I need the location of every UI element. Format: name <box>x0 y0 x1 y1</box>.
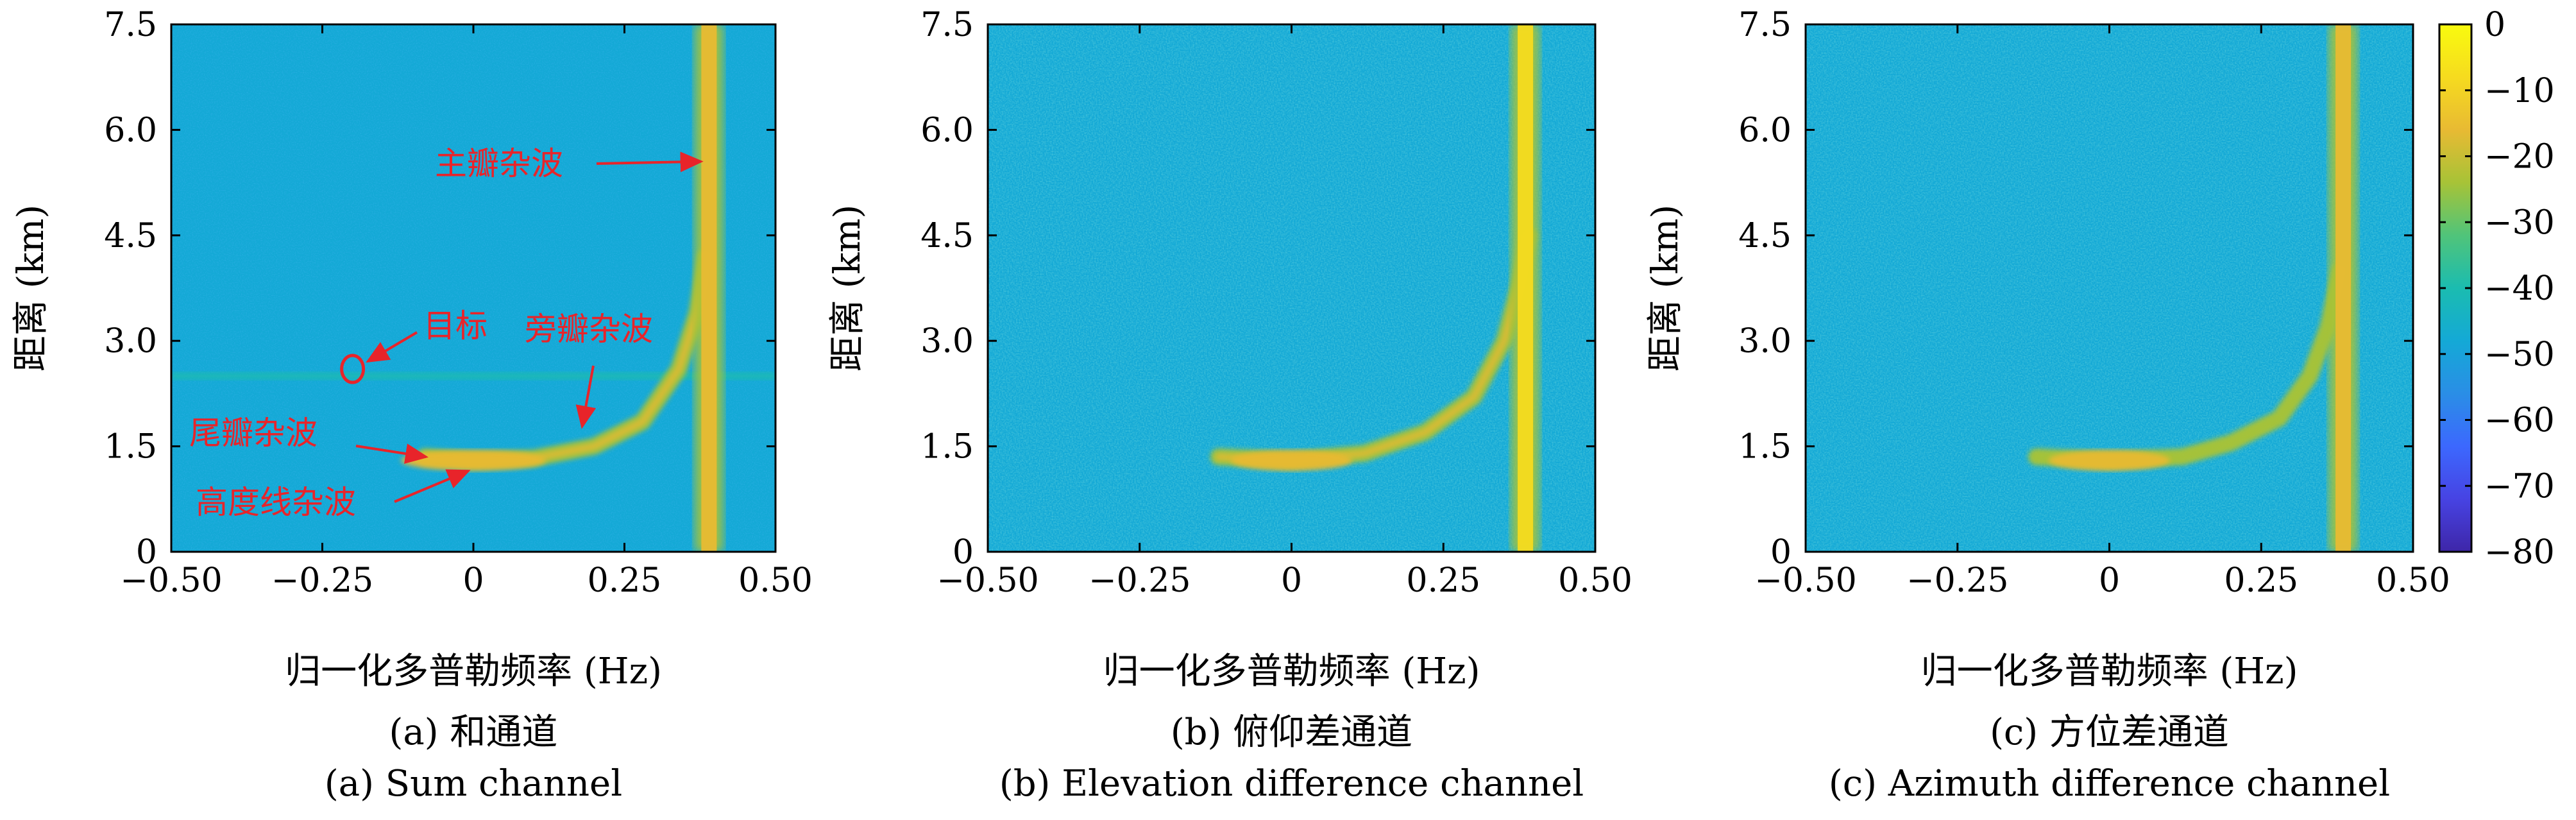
y-tick-label: 3.0 <box>104 322 157 361</box>
y-tick-label: 7.5 <box>920 6 974 44</box>
y-tick-label: 6.0 <box>920 111 974 149</box>
colorbar-tick-label: −60 <box>2484 402 2555 440</box>
y-tick-label: 3.0 <box>1738 322 1792 361</box>
x-tick-label: −0.25 <box>271 561 373 600</box>
heatmap-noise <box>171 24 775 552</box>
y-axis-label: 距离 (km) <box>1645 205 1686 372</box>
annotation-label: 主瓣杂波 <box>435 145 563 182</box>
caption-cn: (b) 俯仰差通道 <box>1171 712 1412 753</box>
annotation-arrow <box>355 443 429 464</box>
caption-en: (b) Elevation difference channel <box>999 763 1584 805</box>
heatmap-noise <box>988 24 1595 552</box>
heatmap-area <box>1806 24 2413 552</box>
heatmap-area <box>171 24 775 552</box>
y-tick-label: 4.5 <box>104 217 157 255</box>
mainlobe-clutter <box>1518 24 1534 552</box>
y-tick-label: 7.5 <box>1738 6 1792 44</box>
x-tick-label: 0.50 <box>738 561 813 600</box>
x-tick-label: 0 <box>1281 561 1302 600</box>
x-tick-label: −0.50 <box>1754 561 1856 600</box>
colorbar: 0 −10 −20 −30 −40 −50 −60 −70 −80 <box>2438 6 2555 572</box>
altitude-line-clutter <box>1230 450 1353 471</box>
caption-cn: (c) 方位差通道 <box>1990 712 2229 753</box>
y-tick-label: 1.5 <box>920 428 974 466</box>
y-tick-label: 4.5 <box>920 217 974 255</box>
y-tick-label: 7.5 <box>104 6 157 44</box>
target-marker <box>340 354 366 384</box>
panel-a: −0.50 −0.25 0 0.25 0.50 0 1.5 3.0 4.5 6.0 7.5 归一化多普… <box>10 6 813 805</box>
colorbar-tick-label: −10 <box>2484 72 2555 110</box>
x-tick-label: 0.25 <box>588 561 662 600</box>
colorbar-tick-label: −50 <box>2484 336 2555 374</box>
altitude-line-clutter <box>400 450 547 471</box>
x-tick-label: 0.50 <box>2376 561 2450 600</box>
annotation-arrow <box>575 365 597 429</box>
caption-en: (c) Azimuth difference channel <box>1829 763 2390 805</box>
x-tick-label: 0.50 <box>1558 561 1632 600</box>
x-tick-label: −0.25 <box>1089 561 1191 600</box>
x-axis-label: 归一化多普勒频率 (Hz) <box>1921 651 2298 692</box>
colorbar-tick-label: −40 <box>2484 269 2555 308</box>
colorbar-tick-label: −70 <box>2484 467 2555 506</box>
annotation-arrow <box>366 331 418 363</box>
caption-cn: (a) 和通道 <box>389 712 558 753</box>
y-tick-label: 4.5 <box>1738 217 1792 255</box>
annotation-label: 旁瓣杂波 <box>525 311 653 348</box>
x-tick-label: −0.50 <box>120 561 222 600</box>
mainlobe-clutter <box>701 24 717 552</box>
caption-en: (a) Sum channel <box>325 763 622 805</box>
y-tick-label: 6.0 <box>1738 111 1792 149</box>
altitude-line-clutter <box>2048 450 2171 471</box>
x-axis-label: 归一化多普勒频率 (Hz) <box>1103 651 1480 692</box>
colorbar-tick-label: 0 <box>2484 6 2505 44</box>
annotation-arrow <box>394 469 471 503</box>
x-tick-label: 0 <box>462 561 484 600</box>
annotation-label: 高度线杂波 <box>196 484 356 521</box>
y-tick-label: 3.0 <box>920 322 974 361</box>
y-tick-label: 0 <box>953 533 974 572</box>
panel-b: −0.50 −0.25 0 0.25 0.50 0 1.5 3.0 4.5 6.0 7.5 归一化多普… <box>827 6 1632 805</box>
heatmap-noise <box>1806 24 2413 552</box>
y-axis-label: 距离 (km) <box>827 205 869 372</box>
y-tick-label: 0 <box>136 533 157 572</box>
y-axis-label: 距离 (km) <box>10 205 52 372</box>
range-line-clutter <box>171 372 775 380</box>
x-tick-label: 0.25 <box>2224 561 2298 600</box>
mainlobe-clutter <box>2335 24 2351 552</box>
x-tick-label: −0.25 <box>1906 561 2008 600</box>
x-tick-label: −0.50 <box>936 561 1038 600</box>
colorbar-tick-label: −30 <box>2484 203 2555 242</box>
x-axis-label: 归一化多普勒频率 (Hz) <box>285 651 662 692</box>
annotation-label: 目标 <box>423 307 487 345</box>
annotation-arrow <box>596 151 704 173</box>
y-tick-label: 6.0 <box>104 111 157 149</box>
colorbar-tick-label: −20 <box>2484 138 2555 176</box>
y-tick-label: 0 <box>1770 533 1792 572</box>
annotation-label: 尾瓣杂波 <box>189 414 318 452</box>
panel-c: −0.50 −0.25 0 0.25 0.50 0 1.5 3.0 4.5 6.0 7.5 归一化多普… <box>1645 6 2450 805</box>
colorbar-tick-label: −80 <box>2484 533 2555 572</box>
x-tick-label: 0 <box>2099 561 2120 600</box>
x-tick-label: 0.25 <box>1406 561 1480 600</box>
y-tick-label: 1.5 <box>1738 428 1792 466</box>
y-tick-label: 1.5 <box>104 428 157 466</box>
heatmap-area <box>988 24 1595 552</box>
